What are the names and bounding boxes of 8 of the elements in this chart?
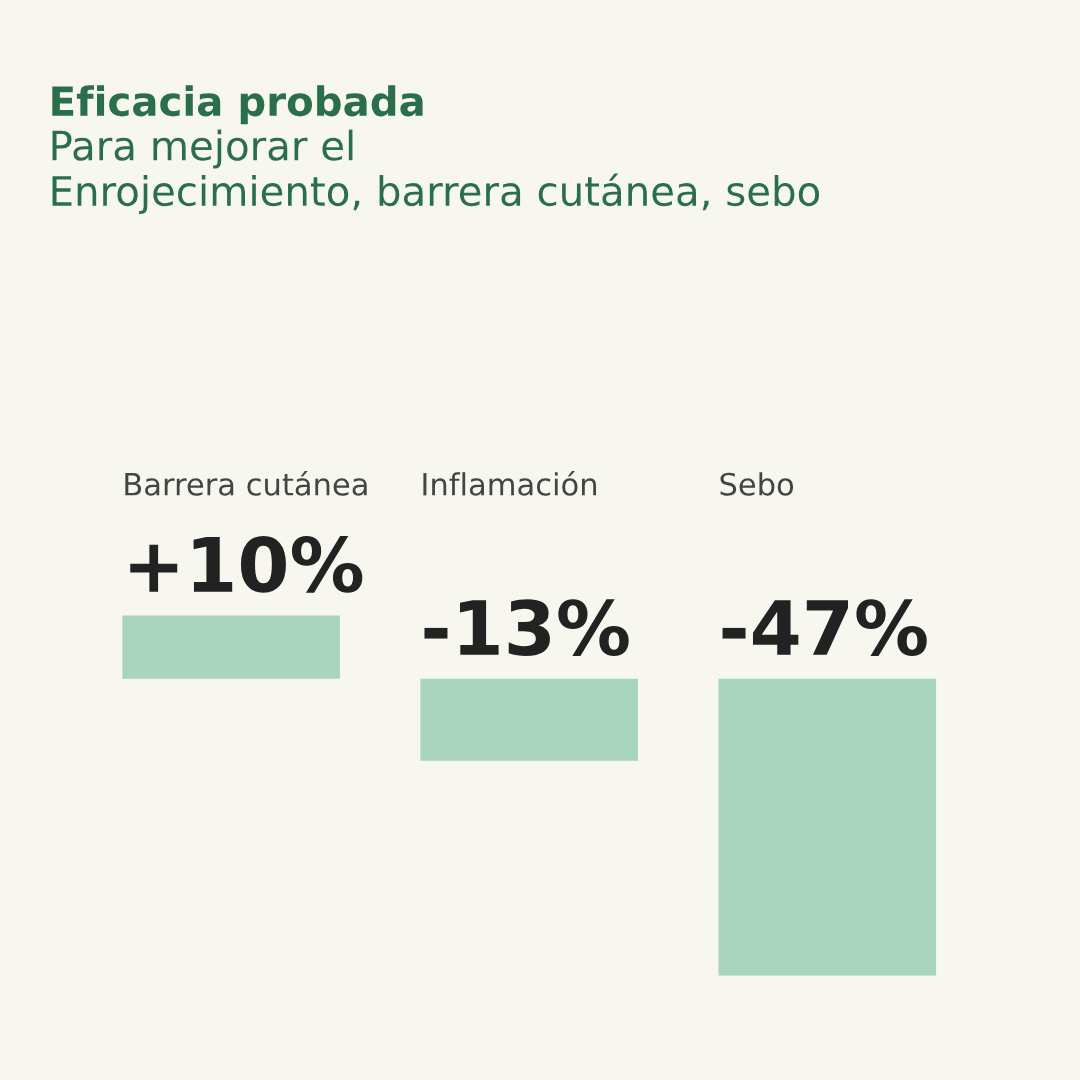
x-tick-label: Sebo bbox=[720, 472, 794, 496]
chart-title: Eficacia probada bbox=[52, 85, 423, 125]
x-tick-label: Inflamación bbox=[423, 470, 596, 496]
x-tick-label: Barrera cutánea bbox=[125, 470, 367, 496]
data-label: -13% bbox=[424, 599, 629, 656]
data-label: +10% bbox=[130, 536, 363, 593]
chart-subtitle: Para mejorar el Enrojecimiento, barrera cutánea, sebo bbox=[52, 129, 820, 215]
data-label: -47% bbox=[722, 599, 927, 656]
